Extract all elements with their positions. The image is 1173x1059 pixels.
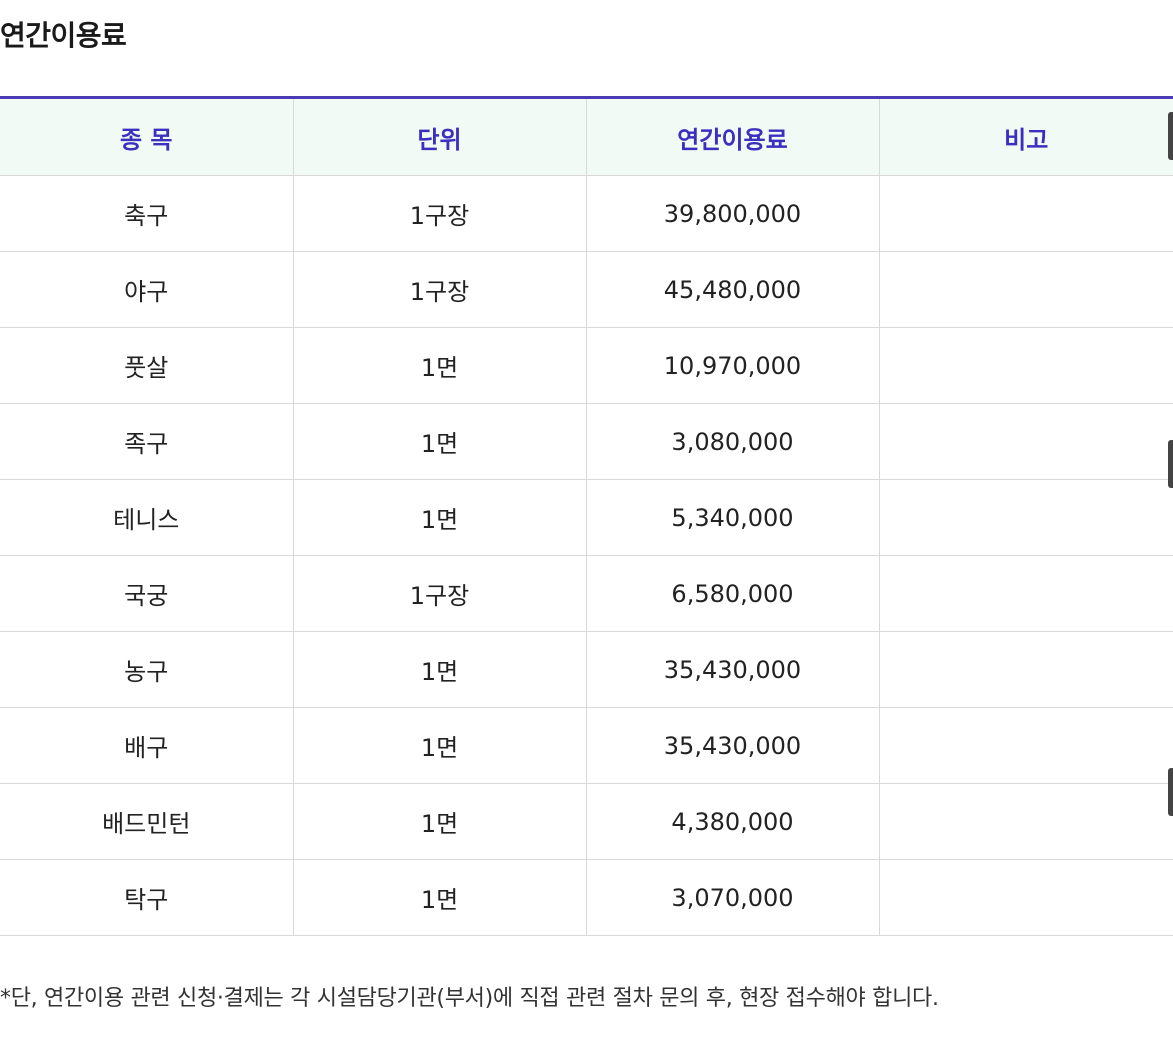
cell-fee: 39,800,000 (585, 175, 879, 252)
cell-unit: 1구장 (292, 251, 586, 328)
cell-unit: 1구장 (292, 175, 586, 252)
table-row: 농구 1면 35,430,000 (0, 631, 1173, 708)
cell-fee: 5,340,000 (585, 479, 879, 556)
annual-fee-table-container: 종 목 단위 연간이용료 비고 축구 1구장 39,800,000 야구 1구장… (0, 96, 1173, 936)
side-scroll-handle[interactable] (1168, 112, 1173, 160)
cell-sport: 탁구 (0, 859, 293, 936)
cell-note (878, 327, 1173, 404)
table-row: 야구 1구장 45,480,000 (0, 251, 1173, 328)
cell-fee: 3,080,000 (585, 403, 879, 480)
cell-note (878, 403, 1173, 480)
page-title: 연간이용료 (0, 19, 127, 52)
cell-fee: 3,070,000 (585, 859, 879, 936)
table-row: 축구 1구장 39,800,000 (0, 175, 1173, 252)
cell-fee: 10,970,000 (585, 327, 879, 404)
footnote: *단, 연간이용 관련 신청·결제는 각 시설담당기관(부서)에 직접 관련 절… (0, 986, 939, 1011)
side-scroll-handle[interactable] (1168, 440, 1173, 488)
cell-fee: 6,580,000 (585, 555, 879, 632)
header-note: 비고 (878, 97, 1173, 176)
cell-fee: 35,430,000 (585, 631, 879, 708)
table-row: 족구 1면 3,080,000 (0, 403, 1173, 480)
cell-sport: 농구 (0, 631, 293, 708)
cell-unit: 1면 (292, 403, 586, 480)
cell-sport: 배구 (0, 707, 293, 784)
cell-unit: 1면 (292, 859, 586, 936)
cell-fee: 45,480,000 (585, 251, 879, 328)
annual-fee-table: 종 목 단위 연간이용료 비고 축구 1구장 39,800,000 야구 1구장… (0, 96, 1173, 936)
cell-sport: 야구 (0, 251, 293, 328)
cell-sport: 축구 (0, 175, 293, 252)
cell-note (878, 859, 1173, 936)
cell-fee: 35,430,000 (585, 707, 879, 784)
header-annual-fee: 연간이용료 (585, 97, 879, 176)
cell-note (878, 783, 1173, 860)
cell-unit: 1구장 (292, 555, 586, 632)
table-row: 풋살 1면 10,970,000 (0, 327, 1173, 404)
cell-sport: 족구 (0, 403, 293, 480)
cell-fee: 4,380,000 (585, 783, 879, 860)
table-row: 배드민턴 1면 4,380,000 (0, 783, 1173, 860)
table-header-row: 종 목 단위 연간이용료 비고 (0, 97, 1173, 176)
cell-note (878, 251, 1173, 328)
cell-unit: 1면 (292, 631, 586, 708)
cell-sport: 배드민턴 (0, 783, 293, 860)
cell-sport: 테니스 (0, 479, 293, 556)
table-row: 국궁 1구장 6,580,000 (0, 555, 1173, 632)
cell-note (878, 479, 1173, 556)
cell-unit: 1면 (292, 479, 586, 556)
header-sport: 종 목 (0, 97, 293, 176)
cell-unit: 1면 (292, 783, 586, 860)
side-scroll-handle[interactable] (1168, 768, 1173, 816)
cell-note (878, 175, 1173, 252)
cell-sport: 풋살 (0, 327, 293, 404)
table-row: 탁구 1면 3,070,000 (0, 859, 1173, 936)
cell-sport: 국궁 (0, 555, 293, 632)
header-unit: 단위 (292, 97, 586, 176)
table-row: 테니스 1면 5,340,000 (0, 479, 1173, 556)
cell-note (878, 555, 1173, 632)
cell-unit: 1면 (292, 707, 586, 784)
table-row: 배구 1면 35,430,000 (0, 707, 1173, 784)
cell-note (878, 631, 1173, 708)
cell-unit: 1면 (292, 327, 586, 404)
cell-note (878, 707, 1173, 784)
